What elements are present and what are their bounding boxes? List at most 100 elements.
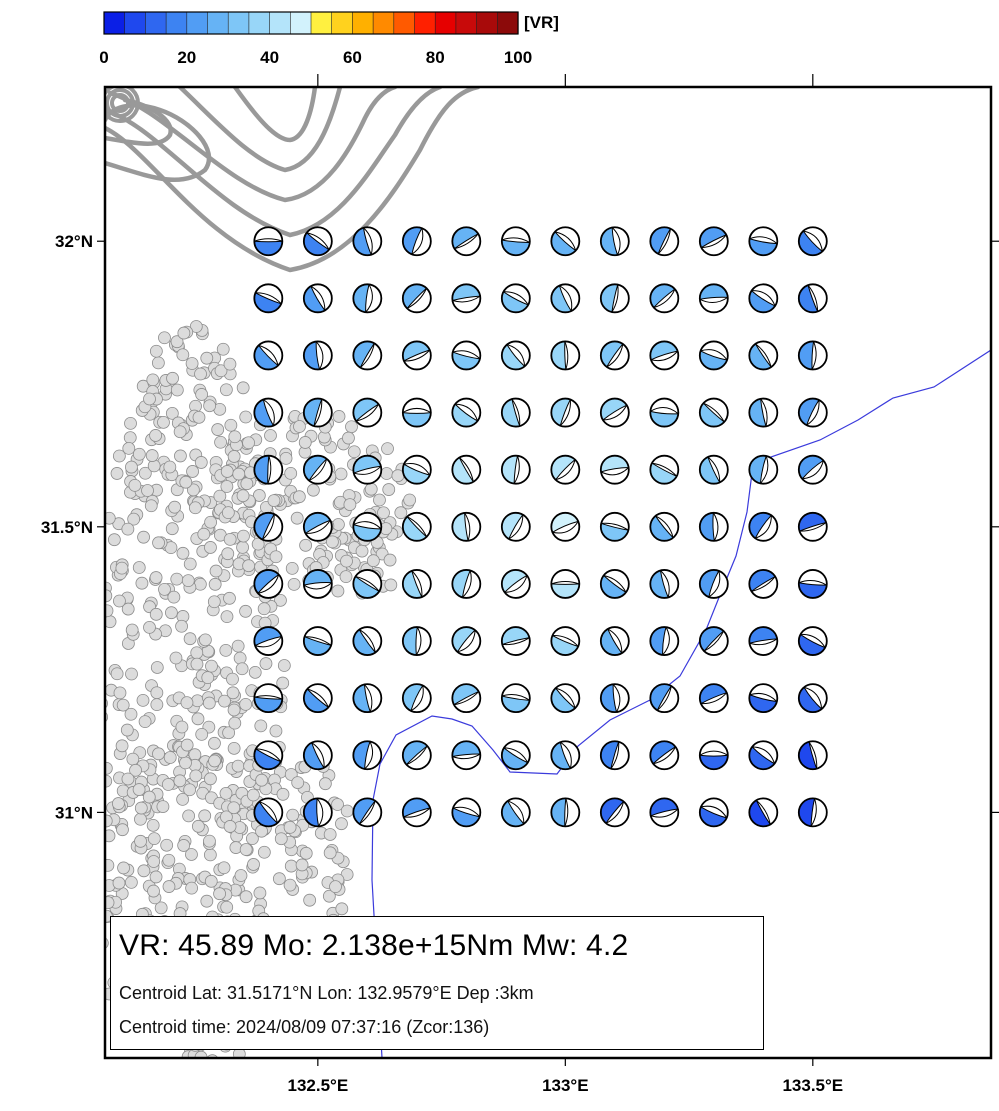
mechanism-beachball — [797, 454, 828, 485]
mechanism-beachball — [649, 397, 680, 428]
mechanism-beachball — [748, 569, 779, 599]
colorbar-cell — [103, 11, 126, 35]
mechanism-beachball — [649, 511, 680, 542]
mechanism-beachball — [352, 340, 383, 371]
mechanism-beachball — [797, 683, 828, 714]
mechanism-beachball — [302, 397, 333, 428]
mechanism-beachball — [451, 626, 482, 656]
mechanism-beachball — [500, 626, 531, 656]
mechanism-beachball — [253, 569, 284, 599]
colorbar-cell — [455, 11, 478, 35]
mechanism-beachball — [698, 797, 729, 828]
mechanism-beachball — [352, 397, 383, 428]
mechanism-beachball — [352, 511, 383, 542]
mechanism-beachball — [797, 283, 828, 314]
centroid-time: Centroid time: 2024/08/09 07:37:16 (Zcor… — [119, 1017, 490, 1037]
mechanism-beachball — [253, 511, 284, 542]
mechanism-beachball — [253, 340, 284, 371]
mechanism-beachball — [649, 226, 680, 257]
colorbar-cell — [227, 11, 250, 35]
mechanism-beachball — [500, 569, 531, 599]
colorbar-cell — [496, 11, 519, 35]
mechanism-beachball — [649, 683, 680, 714]
map-frame — [103, 85, 993, 1060]
longitude-tick-label: 133°E — [542, 1076, 589, 1095]
mechanism-beachball — [352, 454, 383, 485]
mechanism-beachball — [352, 283, 383, 314]
mechanism-beachball — [797, 740, 828, 771]
mechanism-beachball — [698, 626, 729, 656]
mechanism-beachball — [500, 397, 531, 428]
mechanism-beachball — [748, 397, 779, 428]
colorbar-cell — [331, 11, 354, 35]
mechanism-beachball — [599, 454, 630, 485]
mechanism-beachball — [253, 226, 284, 257]
colorbar-cell — [393, 11, 416, 35]
mechanism-beachball — [401, 797, 432, 828]
mechanism-beachball — [797, 569, 828, 599]
mechanism-beachball — [302, 340, 333, 371]
mechanism-beachball — [253, 454, 284, 485]
longitude-tick-label: 132.5°E — [287, 1076, 348, 1095]
mechanism-beachball — [451, 569, 482, 599]
colorbar-tick-label: 80 — [426, 48, 445, 67]
mechanism-beachball — [302, 454, 333, 485]
mechanism-beachball — [352, 740, 383, 771]
mechanism-beachball — [401, 226, 432, 257]
mechanism-beachball — [599, 397, 630, 428]
mechanism-beachball — [550, 683, 581, 714]
mechanism-beachball — [401, 683, 432, 714]
colorbar-cell — [352, 11, 374, 35]
mechanism-beachball — [698, 454, 729, 485]
mechanism-beachball — [451, 740, 482, 771]
mechanism-beachball — [401, 283, 432, 314]
mechanism-beachball — [500, 340, 531, 371]
colorbar-cell — [269, 11, 291, 35]
mechanism-beachball — [797, 511, 828, 542]
mechanism-beachball — [748, 454, 779, 485]
latitude-tick-label: 31°N — [55, 803, 93, 822]
colorbar-cell — [289, 11, 312, 35]
mechanism-beachball — [698, 283, 729, 314]
colorbar-cell — [310, 11, 333, 35]
colorbar-tick-label: 20 — [177, 48, 196, 67]
mechanism-beachball — [748, 511, 779, 542]
mechanism-beachball — [550, 626, 581, 656]
colorbar-cell — [414, 11, 436, 35]
mechanism-beachball — [797, 226, 828, 257]
colorbar-cell — [165, 11, 188, 35]
mechanism-beachball — [302, 797, 333, 828]
mechanism-beachball — [253, 683, 284, 714]
mechanism-beachball — [599, 569, 630, 599]
mechanism-beachball — [302, 740, 333, 771]
mechanism-beachball — [253, 283, 284, 314]
mechanism-beachball — [550, 740, 581, 771]
mechanism-beachball — [748, 226, 779, 257]
latitude-tick-label: 32°N — [55, 232, 93, 251]
mechanism-beachball — [500, 454, 531, 485]
latitude-tick-label: 31.5°N — [41, 518, 93, 537]
mechanism-beachball — [698, 740, 729, 771]
mechanism-beachball — [500, 683, 531, 714]
colorbar-tick-label: 60 — [343, 48, 362, 67]
colorbar-cell — [207, 11, 229, 35]
mechanism-beachball — [698, 397, 729, 428]
colorbar-cell — [248, 11, 271, 35]
mechanism-beachball — [550, 569, 581, 599]
colorbar-cell — [145, 11, 167, 35]
mechanism-beachball — [500, 740, 531, 771]
mechanism-beachball — [599, 511, 630, 542]
mechanism-beachball — [451, 511, 482, 542]
centroid-location: Centroid Lat: 31.5171°N Lon: 132.9579°E … — [119, 983, 534, 1003]
mechanism-beachball — [797, 797, 828, 828]
mechanism-beachball — [649, 454, 680, 485]
axis-ticks — [97, 74, 999, 1066]
mechanism-beachball — [302, 626, 333, 656]
colorbar-cell — [124, 11, 146, 35]
mechanism-beachball — [451, 226, 482, 257]
mechanism-beachball — [352, 683, 383, 714]
mechanism-beachball — [649, 740, 680, 771]
mechanism-beachball — [451, 340, 482, 371]
mechanism-beachball — [302, 683, 333, 714]
mechanism-beachball — [748, 283, 779, 314]
